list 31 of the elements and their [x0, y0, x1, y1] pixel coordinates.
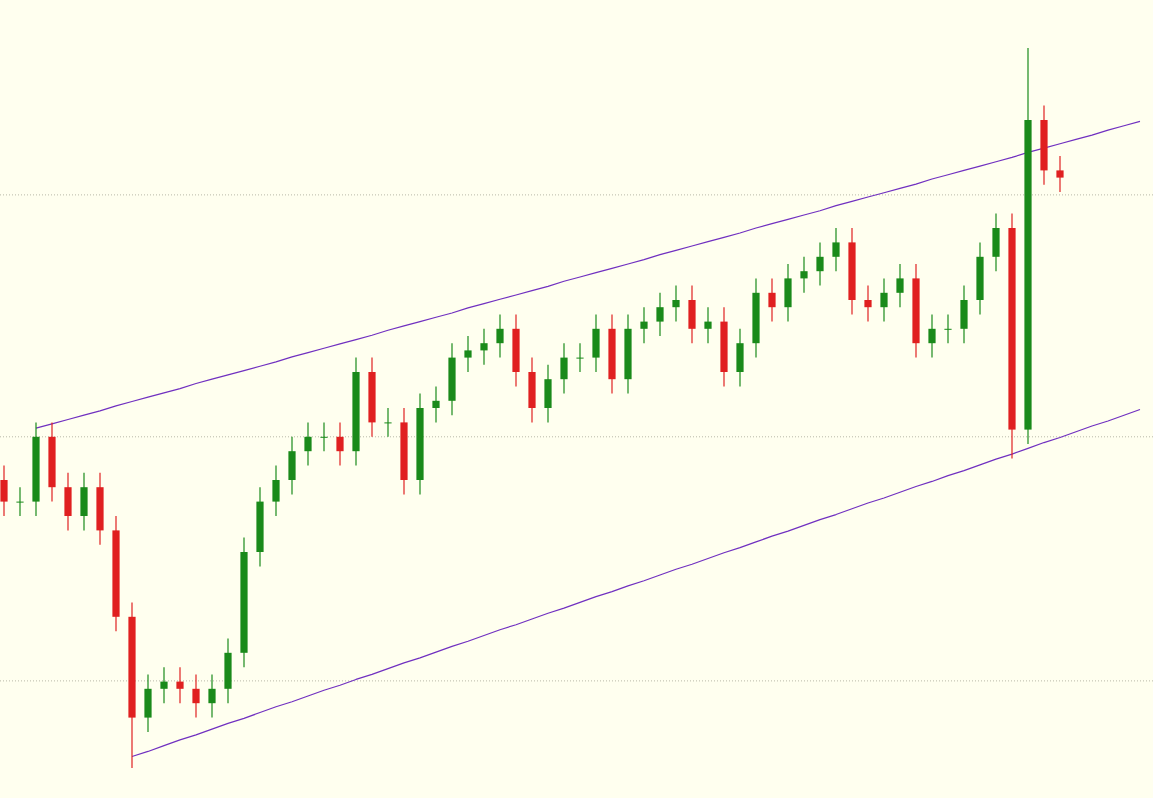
- candlestick: [560, 342, 568, 395]
- candlestick: [208, 673, 216, 719]
- candlestick: [800, 256, 808, 294]
- candlestick: [432, 385, 440, 423]
- candlestick: [272, 465, 280, 517]
- candlestick: [704, 306, 712, 344]
- candlestick: [928, 313, 936, 359]
- candlestick: [496, 313, 504, 359]
- candlestick: [1056, 155, 1064, 193]
- candlestick: [576, 342, 584, 373]
- candlestick: [480, 328, 488, 366]
- candlestick: [768, 277, 776, 323]
- candlestick: [640, 306, 648, 344]
- candlestick: [832, 227, 840, 272]
- candlestick: [384, 407, 392, 438]
- candlestick: [304, 421, 312, 467]
- candlestick: [336, 421, 344, 467]
- candlestick: [160, 666, 168, 704]
- candlestick: [320, 421, 328, 452]
- candlestick: [656, 292, 664, 337]
- candlestick: [0, 465, 8, 517]
- candlestick: [896, 263, 904, 308]
- candlestick: [880, 277, 888, 323]
- candlestick: [16, 486, 24, 517]
- candlestick: [192, 673, 200, 719]
- candlestick: [816, 241, 824, 287]
- candlestick: [672, 285, 680, 323]
- candlestick: [944, 313, 952, 344]
- candlestick: [464, 335, 472, 373]
- candlestick: [864, 285, 872, 323]
- candlestick: [176, 666, 184, 704]
